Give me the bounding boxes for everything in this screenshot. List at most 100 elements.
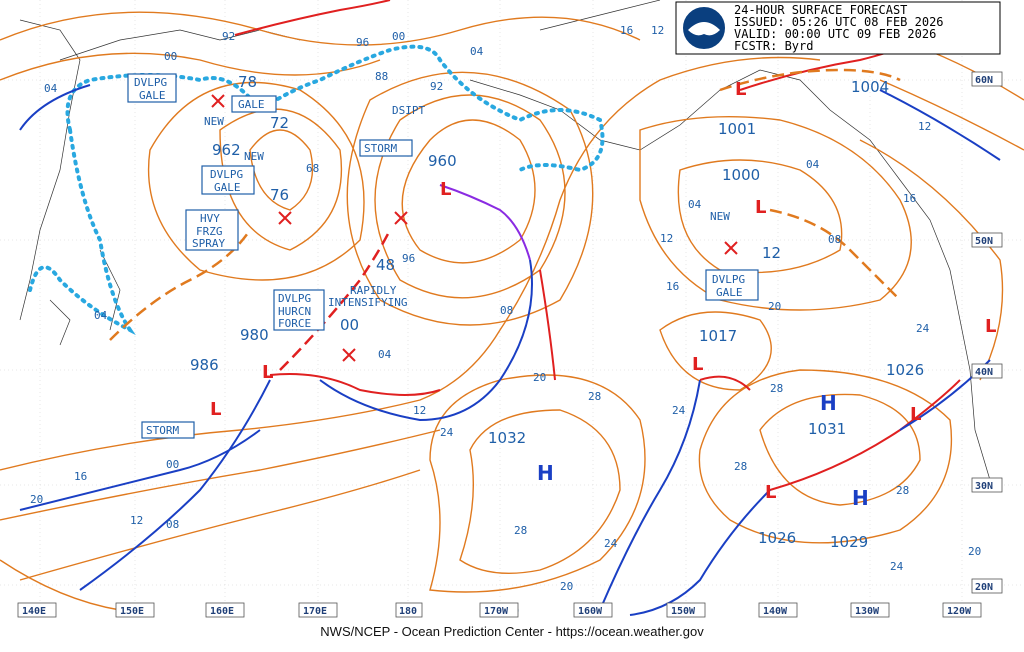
- warm-front: [269, 373, 441, 396]
- warm-front: [234, 0, 391, 36]
- isobar-value: 12: [660, 232, 673, 245]
- isobar-value: 04: [688, 198, 702, 211]
- isobar-value: 92: [222, 30, 235, 43]
- forecaster: FCSTR: Byrd: [734, 39, 813, 53]
- isobar-value: 20: [968, 545, 981, 558]
- high-centers: H H H: [537, 391, 869, 510]
- lat-label: 20N: [975, 582, 993, 593]
- lon-label: 150W: [671, 606, 696, 617]
- new-label: NEW: [710, 210, 730, 223]
- svg-text:STORM: STORM: [364, 142, 397, 155]
- svg-text:DVLPG: DVLPG: [712, 273, 745, 286]
- lat-label: 50N: [975, 236, 993, 247]
- isobar-value: 12: [413, 404, 426, 417]
- cold-front: [599, 379, 701, 611]
- isobar-value: 96: [402, 252, 415, 265]
- cold-front: [19, 84, 91, 131]
- warning-box-dvlpg-gale: DVLPG GALE: [127, 73, 177, 103]
- central-pressure: 960: [428, 152, 457, 170]
- forecast-track: [719, 68, 901, 92]
- low-center-symbol: L: [985, 316, 996, 337]
- lat-label: 30N: [975, 481, 993, 492]
- rapidly-intensifying-label: RAPIDLY: [350, 284, 397, 297]
- footer-credit: NWS/NCEP - Ocean Prediction Center - htt…: [320, 624, 704, 639]
- cold-front: [79, 379, 271, 591]
- isobar-value: 12: [918, 120, 931, 133]
- isobar-value: 72: [270, 114, 289, 132]
- svg-text:FRZG: FRZG: [196, 225, 223, 238]
- isobar-value: 04: [806, 158, 820, 171]
- isobar-value: 24: [604, 537, 618, 550]
- new-label: NEW: [244, 150, 264, 163]
- isobar-value: 08: [828, 233, 841, 246]
- isobar-value: 08: [166, 518, 179, 531]
- high-center-symbol: H: [820, 391, 837, 415]
- central-pressure: 1000: [722, 166, 760, 184]
- lon-label: 160E: [210, 606, 234, 617]
- warning-box-storm: STORM: [359, 139, 413, 157]
- isobar-value: 20: [768, 300, 781, 313]
- cold-front: [19, 429, 261, 511]
- central-pressure: 1026: [758, 529, 796, 547]
- central-pressure: 962: [212, 141, 241, 159]
- low-center-symbol: L: [910, 404, 921, 425]
- low-center-symbol: L: [755, 197, 766, 218]
- isobar-value: 1001: [718, 120, 756, 138]
- central-pressure: 986: [190, 356, 219, 374]
- central-pressure: 980: [240, 326, 269, 344]
- lat-label: 60N: [975, 75, 993, 86]
- isobar-value: 78: [238, 73, 257, 91]
- isobar-value: 16: [620, 24, 633, 37]
- lon-label: 140E: [22, 606, 46, 617]
- isobar-value: 28: [770, 382, 783, 395]
- isobar-value: 16: [666, 280, 679, 293]
- isobar-value: 92: [430, 80, 443, 93]
- central-pressure: 1004: [851, 78, 889, 96]
- isobar-value: 00: [340, 316, 359, 334]
- isobar-value: 1026: [886, 361, 924, 379]
- warning-box-dvlpg-gale: DVLPG GALE: [705, 269, 759, 301]
- isobar-value: 28: [734, 460, 747, 473]
- warm-front: [699, 375, 751, 391]
- svg-text:DVLPG: DVLPG: [278, 292, 311, 305]
- lon-label: 170W: [484, 606, 509, 617]
- svg-text:STORM: STORM: [146, 424, 179, 437]
- central-pressure: 1031: [808, 420, 846, 438]
- svg-text:DVLPG: DVLPG: [210, 168, 243, 181]
- isobar-value: 00: [392, 30, 405, 43]
- warning-box-dvlpg-gale: DVLPG GALE: [201, 165, 255, 195]
- svg-text:GALE: GALE: [214, 181, 241, 194]
- longitude-labels: 140E 150E 160E 170E 180 170W 160W 150W 1…: [17, 602, 982, 618]
- isobar-value: 96: [356, 36, 369, 49]
- isobar-value: 68: [306, 162, 319, 175]
- new-label: NEW: [204, 115, 224, 128]
- isobar-value: 24: [890, 560, 904, 573]
- svg-text:GALE: GALE: [716, 286, 743, 299]
- forecast-track: [769, 208, 901, 301]
- isobar-value: 24: [916, 322, 930, 335]
- isobar-value: 12: [762, 244, 781, 262]
- svg-text:GALE: GALE: [139, 89, 166, 102]
- dissipating-label: DSIPT: [392, 104, 425, 117]
- isobars: [0, 11, 1024, 611]
- lat-label: 40N: [975, 367, 993, 378]
- low-center-symbol: L: [210, 399, 221, 420]
- warning-box-storm: STORM: [141, 421, 195, 439]
- low-center-symbol: L: [262, 362, 273, 383]
- forecast-track: [279, 229, 392, 371]
- warning-box-hvy-frzg-spray: HVY FRZG SPRAY: [185, 209, 239, 251]
- isobar-value: 48: [376, 256, 395, 274]
- isobar-value: 28: [514, 524, 527, 537]
- isobar-value: 16: [74, 470, 87, 483]
- svg-text:FORCE: FORCE: [278, 317, 311, 330]
- isobar-value: 12: [651, 24, 664, 37]
- svg-text:HVY: HVY: [200, 212, 220, 225]
- isobar-value: 76: [270, 186, 289, 204]
- forecast-header: 24-HOUR SURFACE FORECAST ISSUED: 05:26 U…: [675, 1, 1001, 55]
- isobar-value: 12: [130, 514, 143, 527]
- svg-text:HURCN: HURCN: [278, 305, 311, 318]
- lon-label: 120W: [947, 606, 972, 617]
- isobar-value: 28: [896, 484, 909, 497]
- product-title: 24-HOUR SURFACE FORECAST: [734, 3, 907, 17]
- isobar-value: 24: [672, 404, 686, 417]
